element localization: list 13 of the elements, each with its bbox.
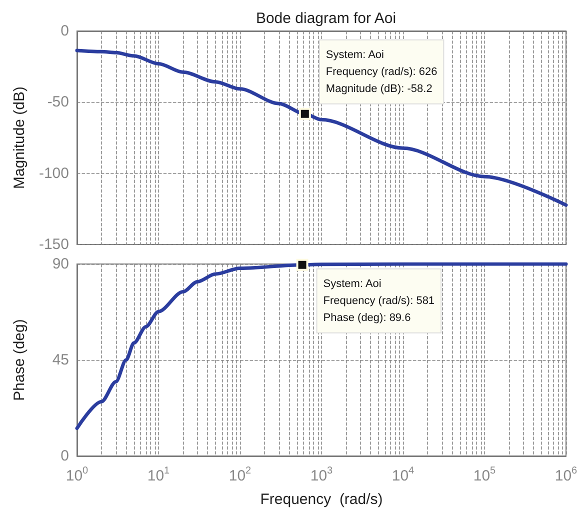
y-tick-label: -100 bbox=[38, 164, 69, 182]
y-axis-title: Magnitude (dB) bbox=[11, 86, 28, 190]
y-tick-label: -150 bbox=[38, 236, 69, 253]
chart-title: Bode diagram for Aoi bbox=[256, 10, 396, 27]
x-axis-title: Frequency (rad/s) bbox=[260, 491, 383, 508]
y-tick-label: -50 bbox=[47, 94, 69, 111]
y-tick-label: 0 bbox=[60, 448, 69, 464]
annotation: System: Aoi Frequency (rad/s): 626 Magnitude (dB): -58.2 bbox=[326, 48, 438, 95]
y-tick-label: 90 bbox=[52, 256, 69, 272]
y-tick-label: 0 bbox=[60, 22, 69, 40]
annotation: System: Aoi Frequency (rad/s): 581 Phase (deg): 89.6 bbox=[323, 278, 435, 324]
y-axis-title: Phase (deg) bbox=[11, 319, 28, 401]
y-tick-label: 45 bbox=[52, 352, 69, 368]
